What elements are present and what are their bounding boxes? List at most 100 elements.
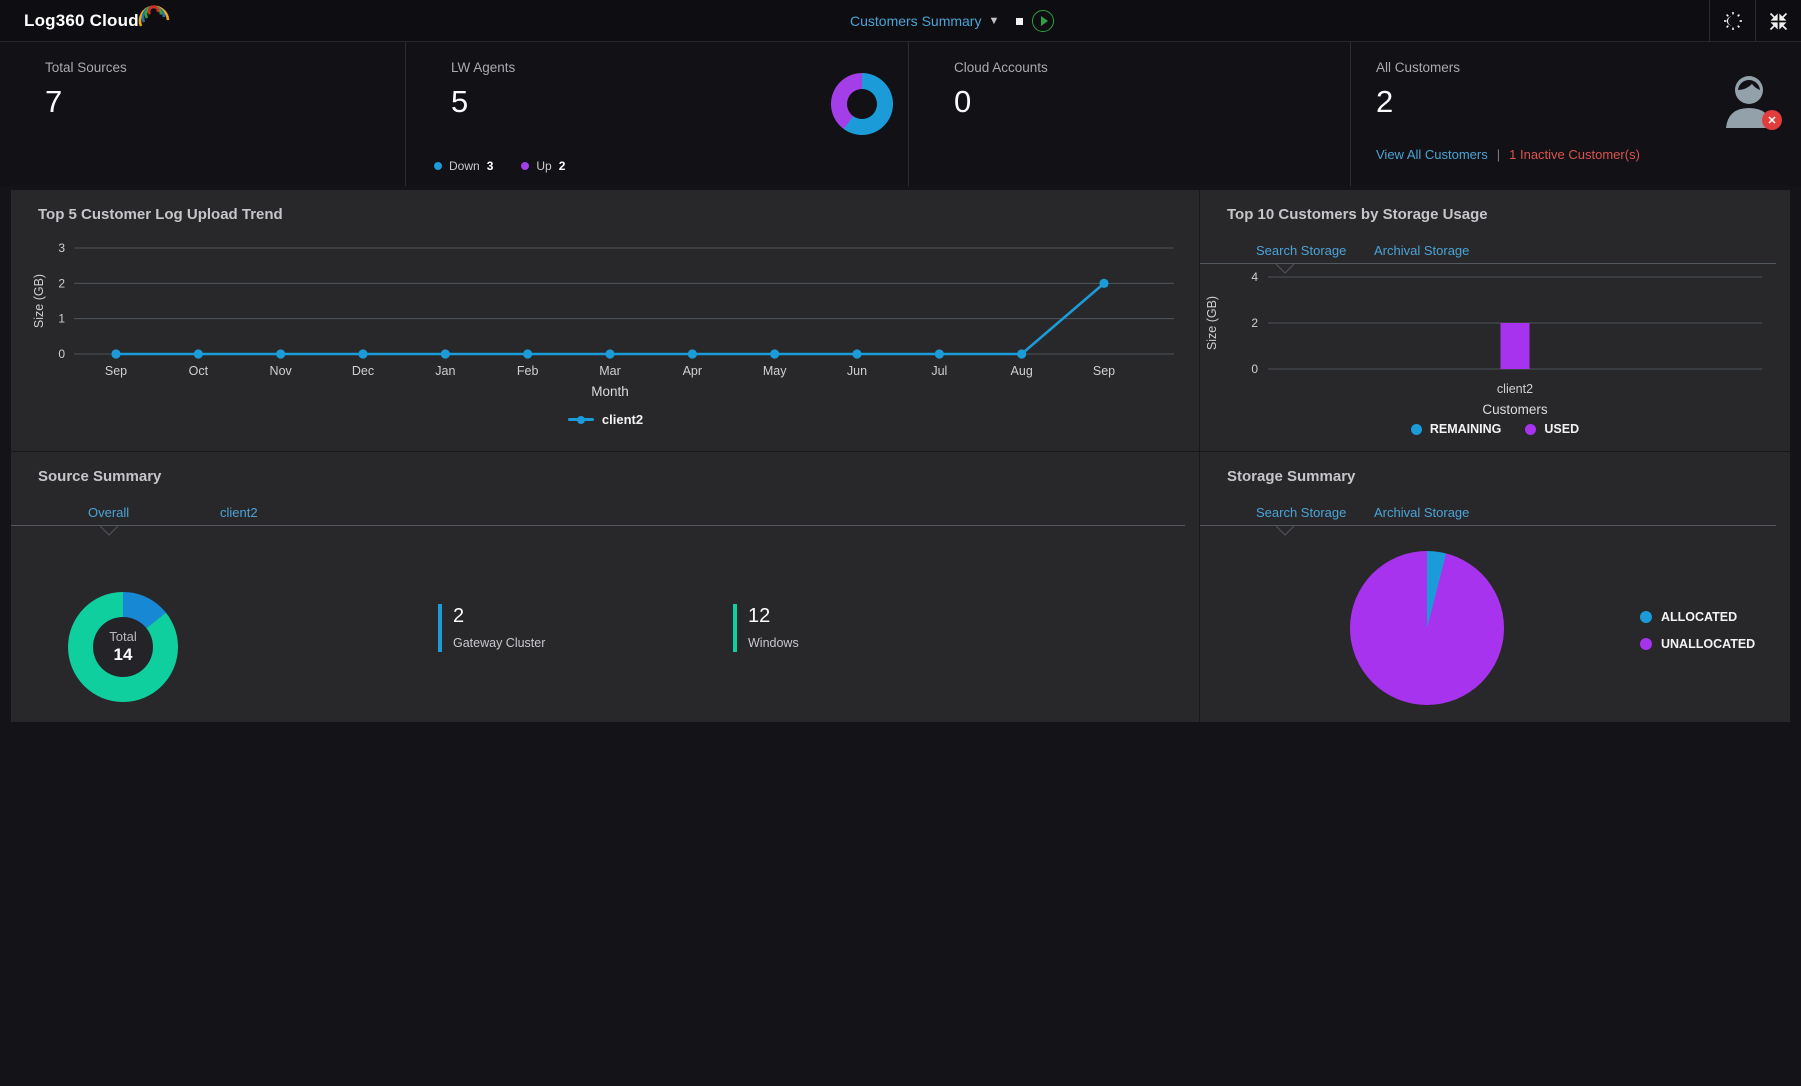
legend-dot bbox=[1640, 638, 1652, 650]
legend-item-client2[interactable]: client2 bbox=[567, 412, 644, 427]
svg-text:Mar: Mar bbox=[599, 364, 621, 378]
tab-archival-storage[interactable]: Archival Storage bbox=[1374, 505, 1470, 520]
storage-summary-tabs: Search Storage Archival Storage bbox=[1200, 501, 1776, 536]
tab-overall[interactable]: Overall bbox=[88, 505, 130, 520]
dashboard-selector-dropdown[interactable]: Customers Summary bbox=[850, 13, 982, 29]
stat-card-cloud-accounts: Cloud Accounts 0 bbox=[908, 42, 1350, 186]
panel-title: Source Summary bbox=[38, 468, 162, 485]
stat-value: 0 bbox=[954, 84, 972, 119]
svg-text:0: 0 bbox=[1251, 362, 1258, 376]
stat-windows: 12 Windows bbox=[733, 604, 799, 652]
donut-center-value: 14 bbox=[113, 645, 133, 664]
svg-text:2: 2 bbox=[1251, 316, 1258, 330]
panel-title: Top 5 Customer Log Upload Trend bbox=[38, 206, 283, 223]
legend-label: UNALLOCATED bbox=[1661, 637, 1756, 651]
legend-item-used[interactable]: USED bbox=[1525, 422, 1579, 436]
storage-summary-pie-chart bbox=[1350, 551, 1504, 705]
svg-text:0: 0 bbox=[58, 347, 65, 361]
inactive-customers-link[interactable]: 1 Inactive Customer(s) bbox=[1509, 147, 1640, 162]
stat-value: 5 bbox=[451, 84, 469, 119]
svg-text:Feb: Feb bbox=[517, 364, 539, 378]
stat-label: Total Sources bbox=[45, 60, 127, 75]
customer-avatar: ✕ bbox=[1718, 70, 1782, 132]
legend-item-down[interactable]: Down 3 bbox=[434, 159, 493, 173]
panel-title: Top 10 Customers by Storage Usage bbox=[1227, 206, 1488, 223]
legend-item-up[interactable]: Up 2 bbox=[521, 159, 565, 173]
tab-search-storage[interactable]: Search Storage bbox=[1256, 243, 1347, 258]
source-summary-donut-chart: Total 14 bbox=[68, 592, 178, 702]
storage-usage-chart: 0 2 4 Size (GB) client2 Customers bbox=[1205, 272, 1762, 417]
storage-usage-legend: REMAINING USED bbox=[1200, 422, 1790, 436]
stat-value: 2 bbox=[453, 605, 465, 627]
legend-label: client2 bbox=[601, 412, 644, 427]
svg-text:Customers: Customers bbox=[1482, 402, 1548, 417]
svg-text:May: May bbox=[763, 364, 787, 378]
tab-client2[interactable]: client2 bbox=[220, 505, 258, 520]
svg-text:3: 3 bbox=[58, 241, 65, 255]
svg-text:2: 2 bbox=[58, 276, 65, 290]
exit-fullscreen-icon[interactable] bbox=[1755, 0, 1801, 42]
legend-dot bbox=[1640, 611, 1652, 623]
legend-dot bbox=[521, 162, 530, 170]
storage-usage-tabs: Search Storage Archival Storage bbox=[1200, 239, 1776, 274]
person-icon bbox=[1726, 76, 1772, 128]
svg-text:Month: Month bbox=[591, 384, 629, 399]
legend-label: Up bbox=[536, 159, 552, 173]
svg-text:Apr: Apr bbox=[683, 364, 702, 378]
log-upload-trend-chart: 0 1 2 3 Size (GB) Sep Oct Nov Dec Jan Feb Mar Apr May… bbox=[32, 241, 1174, 399]
tab-search-storage[interactable]: Search Storage bbox=[1256, 505, 1347, 520]
panel-log-upload-trend: Top 5 Customer Log Upload Trend 0 1 2 3 Size… bbox=[11, 190, 1200, 452]
stat-value: 7 bbox=[45, 84, 63, 119]
panel-title: Storage Summary bbox=[1227, 468, 1356, 485]
active-tab-notch bbox=[1276, 526, 1294, 536]
play-slideshow-button[interactable] bbox=[1032, 10, 1055, 32]
dashboard-panels: Top 5 Customer Log Upload Trend 0 1 2 3 Size… bbox=[11, 190, 1790, 722]
legend-count: 2 bbox=[558, 159, 566, 173]
top-bar: Log360 Cloud Customers Summary ▼ bbox=[0, 0, 1801, 42]
svg-text:Jul: Jul bbox=[931, 364, 947, 378]
stat-label: Cloud Accounts bbox=[954, 60, 1048, 75]
play-icon bbox=[1040, 16, 1048, 26]
legend-item-allocated[interactable]: ALLOCATED bbox=[1640, 610, 1755, 624]
svg-text:Jan: Jan bbox=[435, 364, 455, 378]
stat-label: All Customers bbox=[1376, 60, 1461, 75]
stats-band: Total Sources 7 LW Agents 5 Down 3 Up 2 … bbox=[0, 42, 1801, 186]
svg-text:4: 4 bbox=[1251, 272, 1258, 284]
source-summary-tabs: Overall client2 bbox=[11, 501, 1185, 536]
app-logo: Log360 Cloud bbox=[24, 4, 177, 31]
legend-label: USED bbox=[1544, 422, 1580, 436]
panel-source-summary: Source Summary Overall client2 Total 14 … bbox=[11, 452, 1200, 722]
view-all-customers-link[interactable]: View All Customers bbox=[1376, 147, 1488, 162]
stat-value: 2 bbox=[1376, 84, 1394, 119]
donut-center-label: Total bbox=[109, 629, 137, 644]
chevron-down-icon[interactable]: ▼ bbox=[988, 15, 1000, 27]
panel-storage-usage: Top 10 Customers by Storage Usage Search… bbox=[1200, 190, 1790, 452]
logo-swoosh-icon bbox=[138, 4, 170, 26]
lw-agents-donut-chart bbox=[831, 73, 893, 135]
legend-label: Down bbox=[449, 159, 480, 173]
stat-label: Gateway Cluster bbox=[453, 636, 546, 650]
stat-card-total-sources: Total Sources 7 bbox=[0, 42, 405, 186]
legend-item-remaining[interactable]: REMAINING bbox=[1410, 422, 1502, 436]
legend-dot bbox=[434, 162, 442, 170]
svg-text:Jun: Jun bbox=[847, 364, 867, 378]
svg-text:1: 1 bbox=[58, 312, 65, 326]
legend-label: REMAINING bbox=[1429, 422, 1502, 436]
tab-archival-storage[interactable]: Archival Storage bbox=[1374, 243, 1470, 258]
svg-text:Oct: Oct bbox=[189, 364, 209, 378]
link-separator: | bbox=[1496, 147, 1501, 162]
app-logo-text: Log360 Cloud bbox=[24, 10, 139, 30]
stop-slideshow-button[interactable] bbox=[1016, 17, 1024, 25]
donut-hole bbox=[847, 89, 877, 119]
svg-text:Size (GB): Size (GB) bbox=[1205, 296, 1219, 350]
stat-gateway-cluster: 2 Gateway Cluster bbox=[438, 604, 545, 652]
inactive-x-badge: ✕ bbox=[1762, 110, 1782, 130]
stat-label: Windows bbox=[748, 636, 799, 650]
stat-value: 12 bbox=[748, 605, 771, 627]
svg-text:Sep: Sep bbox=[105, 364, 127, 378]
theme-toggle-icon[interactable] bbox=[1709, 0, 1755, 42]
legend-item-unallocated[interactable]: UNALLOCATED bbox=[1640, 637, 1755, 651]
svg-text:Sep: Sep bbox=[1093, 364, 1115, 378]
svg-text:Aug: Aug bbox=[1011, 364, 1033, 378]
stat-label: LW Agents bbox=[451, 60, 516, 75]
